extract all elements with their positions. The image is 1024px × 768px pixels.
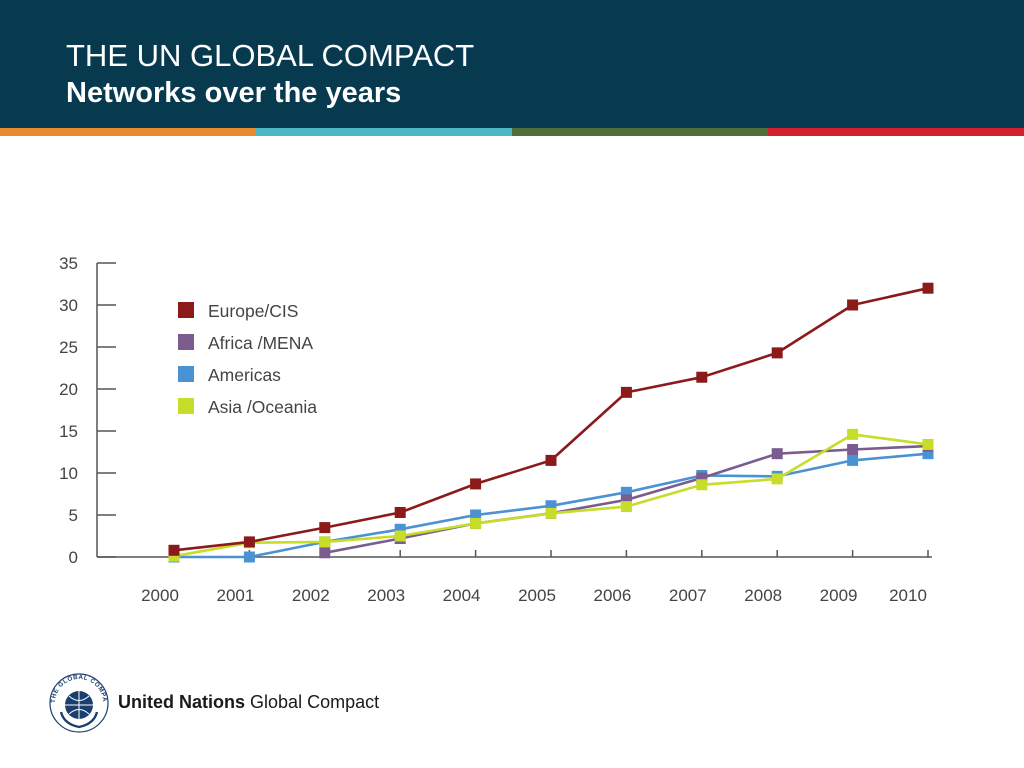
un-global-compact-emblem-icon: THE GLOBAL COMPACT — [48, 672, 109, 733]
data-point — [696, 479, 708, 491]
stripe-teal — [256, 128, 512, 136]
brand-bold: United Nations — [118, 692, 246, 712]
x-tick-label: 2008 — [744, 586, 782, 605]
data-point — [696, 371, 708, 383]
data-point — [620, 501, 632, 513]
data-point — [620, 386, 632, 398]
legend-swatch — [178, 302, 194, 318]
data-point — [922, 438, 934, 450]
x-tick-label: 2010 — [889, 586, 927, 605]
data-point — [470, 509, 482, 521]
stripe-orange — [0, 128, 256, 136]
data-point — [771, 448, 783, 460]
x-tick-label: 2003 — [367, 586, 405, 605]
data-point — [847, 299, 859, 311]
data-point — [470, 478, 482, 490]
x-tick-label: 2009 — [820, 586, 858, 605]
data-point — [771, 347, 783, 359]
legend-swatch — [178, 366, 194, 382]
y-tick-label: 0 — [69, 548, 78, 567]
x-tick-label: 2002 — [292, 586, 330, 605]
legend-label: Europe/CIS — [208, 301, 298, 321]
y-tick-label: 30 — [59, 296, 78, 315]
stripe-red — [768, 128, 1024, 136]
brand-text: United Nations Global Compact — [118, 692, 379, 713]
data-point — [696, 472, 708, 484]
data-point — [319, 522, 331, 534]
data-point — [470, 517, 482, 529]
data-point — [243, 536, 255, 548]
y-tick-label: 10 — [59, 464, 78, 483]
legend-label: Americas — [208, 365, 281, 385]
x-tick-label: 2004 — [443, 586, 481, 605]
legend-swatch — [178, 334, 194, 350]
data-point — [847, 454, 859, 466]
data-point — [243, 551, 255, 563]
data-point — [922, 448, 934, 460]
data-point — [545, 454, 557, 466]
data-point — [847, 443, 859, 455]
y-tick-label: 5 — [69, 506, 78, 525]
stripe-green — [512, 128, 768, 136]
data-point — [545, 500, 557, 512]
x-tick-label: 2007 — [669, 586, 707, 605]
data-point — [922, 282, 934, 294]
x-tick-label: 2005 — [518, 586, 556, 605]
data-point — [620, 494, 632, 506]
data-point — [168, 550, 180, 562]
data-point — [620, 486, 632, 498]
data-point — [319, 547, 331, 559]
data-point — [545, 507, 557, 519]
page-subtitle: Networks over the years — [66, 77, 402, 109]
y-tick-label: 25 — [59, 338, 78, 357]
page-title: THE UN GLOBAL COMPACT — [66, 38, 475, 73]
legend-label: Asia /Oceania — [208, 397, 317, 417]
legend-swatch — [178, 398, 194, 414]
data-point — [394, 530, 406, 542]
data-point — [394, 523, 406, 535]
data-point — [168, 544, 180, 556]
x-tick-label: 2000 — [141, 586, 179, 605]
data-point — [847, 428, 859, 440]
y-tick-label: 15 — [59, 422, 78, 441]
y-tick-label: 35 — [59, 254, 78, 273]
footer-logo: THE GLOBAL COMPACT United Nations Global… — [48, 668, 448, 733]
y-tick-label: 20 — [59, 380, 78, 399]
networks-line-chart: 0 5 10 15 20 25 30 35 2000 2001 2002 2003 2004 2005 20… — [59, 254, 934, 605]
x-tick-label: 2001 — [216, 586, 254, 605]
data-point — [319, 536, 331, 548]
brand-light: Global Compact — [250, 692, 380, 712]
color-stripe-bar — [0, 128, 1024, 136]
legend-label: Africa /MENA — [208, 333, 313, 353]
data-point — [771, 473, 783, 485]
header-bar: THE UN GLOBAL COMPACT Networks over the … — [0, 0, 1024, 128]
x-tick-label: 2006 — [593, 586, 631, 605]
data-point — [394, 506, 406, 518]
